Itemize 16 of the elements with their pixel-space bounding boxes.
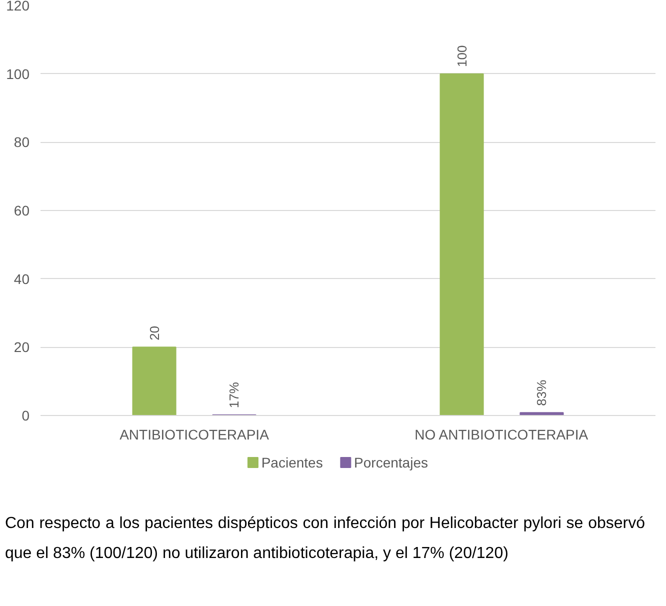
legend-label: Porcentajes (354, 454, 428, 470)
x-tick-label: ANTIBIOTICOTERAPIA (120, 426, 270, 442)
y-tick-label: 0 (22, 408, 30, 424)
y-tick-label: 20 (14, 339, 30, 356)
data-label: 100 (454, 45, 470, 67)
data-label: 20 (146, 326, 162, 340)
y-tick-label: 60 (14, 202, 30, 218)
y-tick-label: 40 (14, 270, 30, 287)
data-label: 83% (534, 379, 550, 406)
y-tick-label: 80 (14, 134, 30, 150)
legend-label: Pacientes (261, 454, 323, 470)
text: Con respecto a los pacientes dispépticos con infección por Helicobacter pylori se observó que el 83% (100/120) no utilizaron antibioticoterapia, y el 17% (20/120) (5, 514, 645, 564)
y-tick-label: 120 (6, 0, 30, 14)
data-label: 17% (226, 382, 242, 408)
y-tick-label: 100 (6, 66, 30, 82)
x-tick-label: NO ANTIBIOTICOTERAPIA (414, 426, 589, 442)
